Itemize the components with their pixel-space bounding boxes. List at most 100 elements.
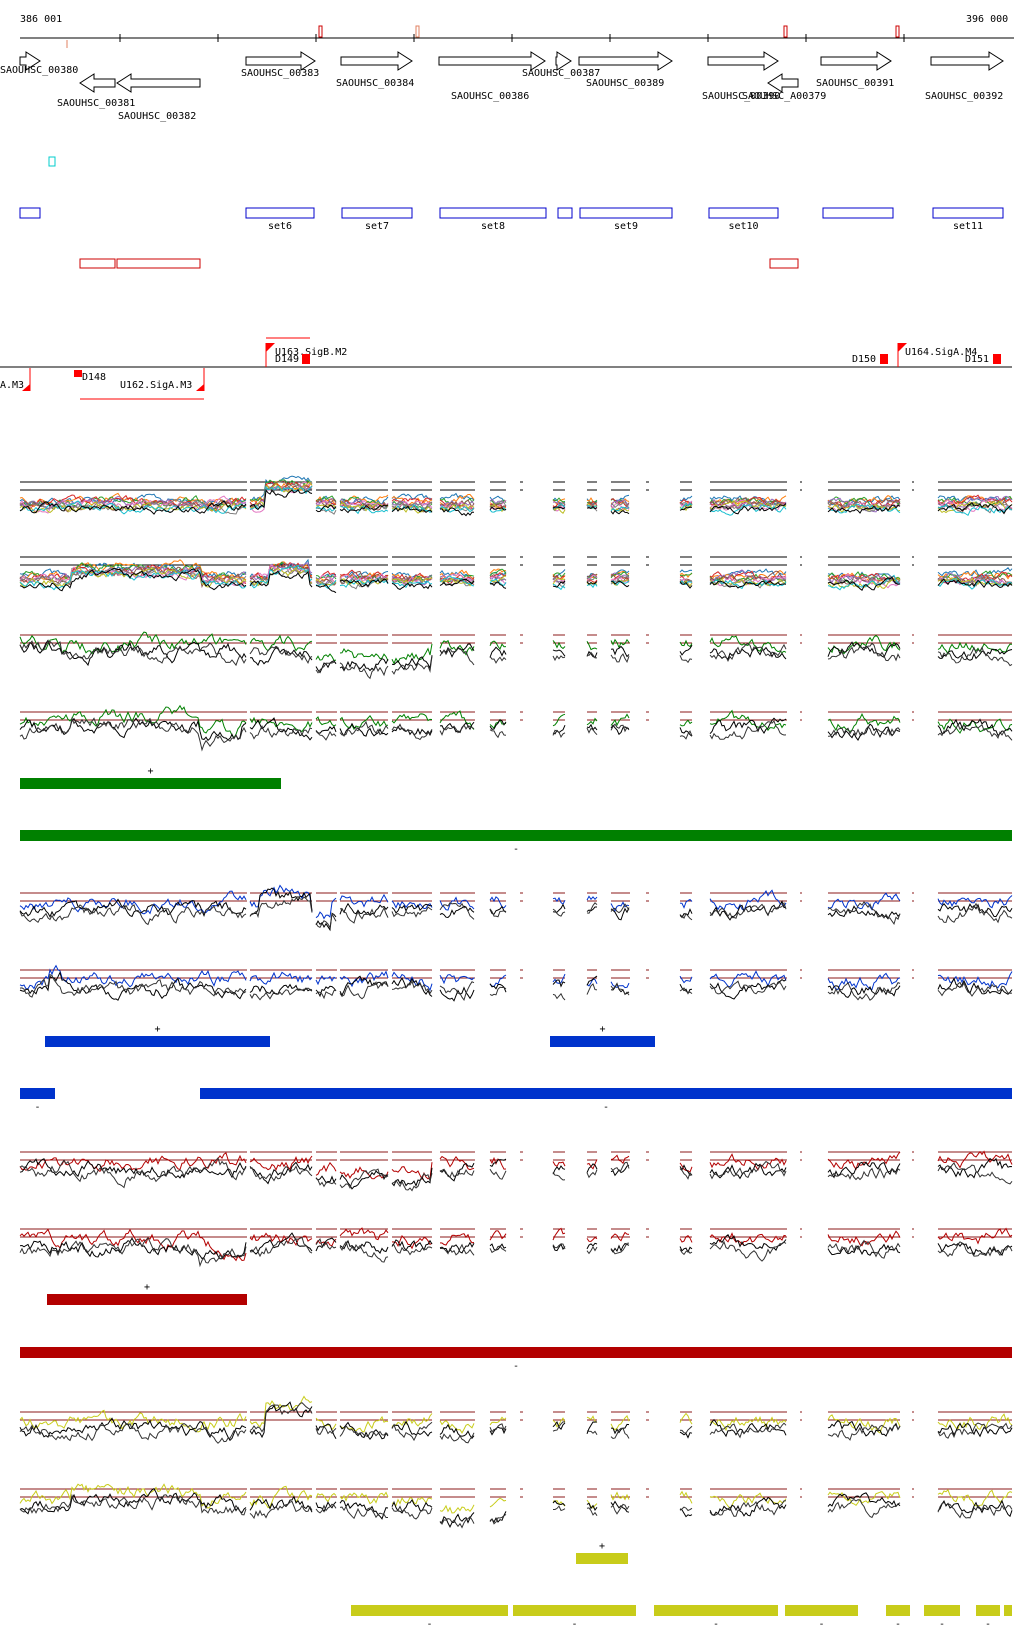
sample-trace bbox=[315, 653, 337, 661]
sample-trace bbox=[339, 714, 388, 731]
sample-trace bbox=[19, 1228, 247, 1262]
sample-trace bbox=[937, 903, 1013, 918]
sample-trace bbox=[552, 497, 566, 503]
sample-trace bbox=[339, 1227, 389, 1241]
set-box bbox=[245, 207, 315, 219]
sample-trace bbox=[679, 1249, 693, 1256]
sample-trace bbox=[439, 505, 475, 513]
gene-arrow bbox=[340, 51, 413, 71]
sample-trace bbox=[391, 971, 433, 992]
promoter-label: A.M3 bbox=[0, 380, 24, 391]
sample-trace bbox=[391, 1239, 433, 1252]
sample-trace bbox=[552, 640, 566, 650]
sample-trace bbox=[19, 631, 247, 655]
sample-trace bbox=[391, 977, 433, 997]
sample-trace bbox=[315, 1178, 337, 1188]
sample-trace bbox=[709, 980, 787, 995]
sample-trace bbox=[586, 1421, 598, 1434]
sample-trace bbox=[552, 1172, 566, 1181]
sample-trace bbox=[489, 1513, 507, 1525]
sample-trace bbox=[339, 505, 389, 515]
sample-trace bbox=[610, 1242, 630, 1253]
sample-trace bbox=[315, 730, 337, 741]
sample-trace bbox=[586, 573, 598, 578]
sample-trace bbox=[439, 1516, 475, 1529]
sample-trace bbox=[552, 1500, 566, 1506]
sample-trace bbox=[937, 648, 1013, 661]
sample-trace bbox=[937, 1499, 1013, 1518]
sample-trace bbox=[439, 1420, 475, 1434]
minus-strand-label: - bbox=[713, 1619, 719, 1630]
sample-trace bbox=[339, 1505, 388, 1520]
sample-trace bbox=[586, 895, 598, 901]
sample-trace bbox=[937, 981, 1013, 997]
sample-trace bbox=[489, 986, 507, 996]
sample-trace bbox=[489, 1245, 507, 1254]
sample-trace bbox=[679, 572, 693, 577]
plus-strand-label: + bbox=[147, 766, 153, 777]
sample-trace bbox=[709, 1500, 787, 1517]
sample-trace bbox=[489, 908, 507, 918]
promoter-flag bbox=[266, 343, 275, 352]
sample-trace bbox=[315, 725, 337, 734]
sample-trace bbox=[439, 1162, 475, 1182]
sample-trace bbox=[610, 509, 630, 515]
sample-trace bbox=[249, 725, 313, 740]
sample-trace bbox=[19, 1423, 247, 1444]
plus-strand-bar bbox=[47, 1294, 247, 1305]
sample-trace bbox=[391, 1413, 433, 1427]
sample-trace bbox=[391, 580, 433, 589]
gene-label: SAOUHSC_00392 bbox=[925, 91, 1003, 102]
sample-trace bbox=[610, 498, 630, 509]
sample-trace bbox=[315, 1501, 337, 1513]
plus-strand-bar bbox=[45, 1036, 270, 1047]
sample-trace bbox=[709, 717, 787, 735]
sample-trace bbox=[439, 577, 475, 586]
sample-trace bbox=[586, 717, 598, 726]
sample-trace bbox=[391, 505, 433, 514]
sample-trace bbox=[709, 901, 787, 919]
sample-trace bbox=[827, 1151, 901, 1171]
sample-trace bbox=[249, 971, 313, 985]
gene-label: SAOUHSC_A00379 bbox=[742, 91, 826, 102]
minus-strand-bar bbox=[20, 1347, 1012, 1358]
sample-trace bbox=[709, 889, 787, 912]
sample-trace bbox=[391, 582, 433, 590]
sample-trace bbox=[339, 1415, 389, 1433]
sample-trace bbox=[489, 581, 507, 589]
sample-trace bbox=[315, 579, 337, 590]
sample-trace bbox=[249, 1485, 313, 1509]
sample-trace bbox=[679, 502, 693, 510]
sample-trace bbox=[709, 635, 787, 654]
sample-trace bbox=[709, 575, 787, 587]
sample-trace bbox=[391, 903, 433, 914]
sample-trace bbox=[489, 1416, 507, 1426]
sample-trace bbox=[827, 504, 901, 514]
sample-trace bbox=[679, 644, 693, 656]
sample-trace bbox=[19, 500, 247, 515]
sample-trace bbox=[489, 1158, 507, 1167]
sample-trace bbox=[315, 505, 337, 512]
sample-trace bbox=[391, 1499, 433, 1514]
sample-trace bbox=[709, 1240, 787, 1262]
sample-trace bbox=[679, 987, 693, 994]
sample-trace bbox=[439, 723, 475, 736]
minus-strand-label: - bbox=[818, 1619, 824, 1630]
sample-trace bbox=[610, 572, 630, 579]
feature-marker bbox=[895, 25, 900, 38]
sample-trace bbox=[315, 989, 337, 1000]
sample-trace bbox=[489, 499, 507, 506]
sample-trace bbox=[439, 896, 475, 911]
sample-trace bbox=[586, 1507, 598, 1516]
sample-trace bbox=[586, 902, 598, 914]
sample-trace bbox=[489, 575, 507, 585]
sample-trace bbox=[552, 1161, 566, 1168]
expression-panel bbox=[19, 1150, 1013, 1192]
sample-trace bbox=[489, 506, 507, 511]
sample-trace bbox=[827, 892, 901, 911]
sample-trace bbox=[249, 645, 313, 665]
sample-trace bbox=[339, 662, 389, 680]
sample-trace bbox=[937, 895, 1013, 909]
plus-strand-label: + bbox=[144, 1282, 150, 1293]
